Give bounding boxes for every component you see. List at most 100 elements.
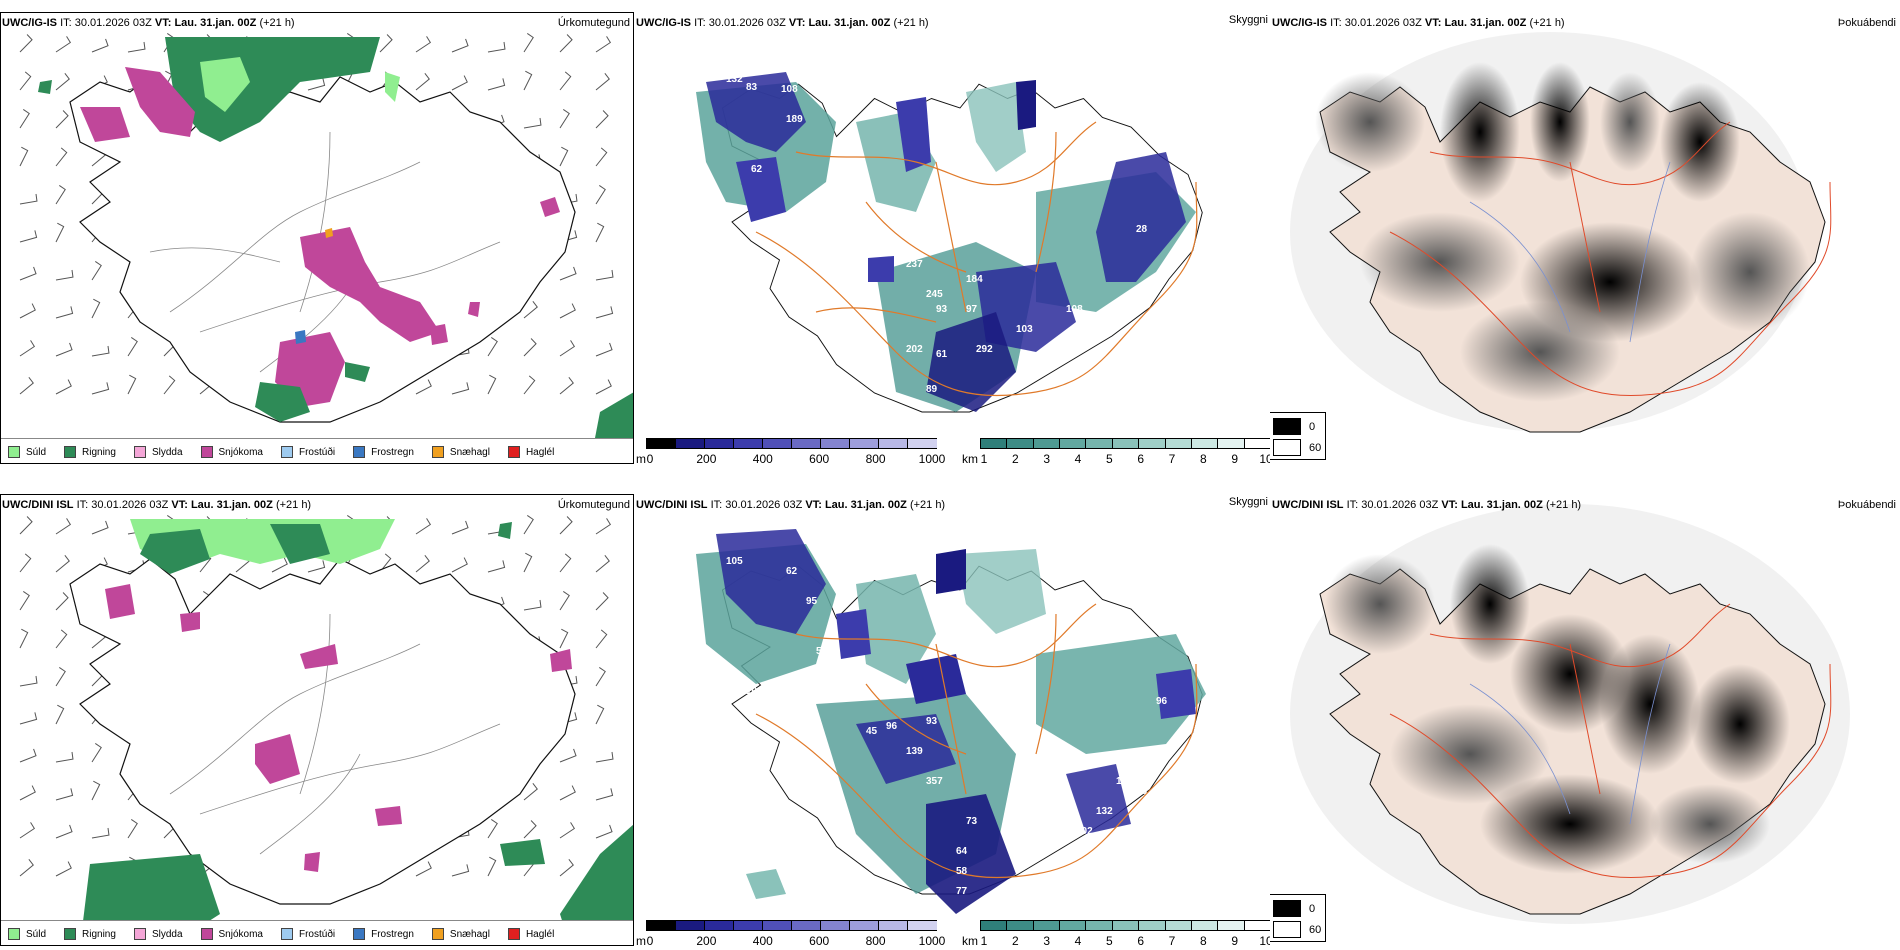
colorbar-tick-label: 1000 <box>918 452 946 464</box>
colorbar-segment <box>1217 920 1245 931</box>
precip-legend-label: Slydda <box>151 446 183 458</box>
precip-legend-item: Frostregn <box>353 446 414 458</box>
visibility-colorbar: km 1 2 3 4 5 6 7 8 9 10 <box>962 920 1270 946</box>
ceiling-value-label: 103 <box>1016 324 1033 335</box>
wind-barb <box>55 185 66 205</box>
colorbar-segment <box>907 438 937 449</box>
ceiling-unit: m <box>636 934 646 946</box>
ceiling-value-label: 93 <box>936 304 948 315</box>
precip-legend-item: Rigning <box>64 928 116 940</box>
visibility-title: Skyggni <box>1228 496 1268 508</box>
colorbar-segment <box>878 438 908 449</box>
colorbar-segment <box>980 438 1008 449</box>
wind-barb <box>487 819 498 839</box>
precip-legend-label: Rigning <box>82 446 116 458</box>
wind-barb <box>379 34 393 53</box>
ceiling-value-label: 88 <box>1106 319 1118 330</box>
wind-barb <box>595 629 608 649</box>
wind-barb <box>55 342 73 357</box>
ceiling-value-label: 132 <box>1096 806 1113 817</box>
it-value: 30.01.2026 03Z <box>725 499 803 511</box>
wind-barb <box>523 33 534 53</box>
precip-legend-item: Frostúði <box>280 928 335 940</box>
precip-legend-item: Snæhagl <box>431 446 490 458</box>
it-label: IT: <box>710 499 723 511</box>
wind-barb <box>19 266 37 281</box>
precip-legend-swatch <box>200 446 213 458</box>
it-value: 30.01.2026 03Z <box>74 17 152 29</box>
wind-barb <box>19 230 38 243</box>
ceiling-value-label: 97 <box>886 209 898 220</box>
wind-barb <box>55 861 72 877</box>
ceiling-value-label: 83 <box>746 82 758 93</box>
fog-shading <box>1325 544 1790 874</box>
ceiling-value-label: 202 <box>906 344 923 355</box>
fog-index-panel-2: UWC/DINI ISL IT: 30.01.2026 03Z VT: Lau.… <box>1270 494 1900 946</box>
wind-barb <box>487 337 498 357</box>
wind-barb <box>127 41 146 53</box>
wind-barb <box>55 788 74 801</box>
ceiling-value-label: 62 <box>751 164 763 175</box>
lead-time: (+21 h) <box>1529 17 1565 29</box>
wind-barb <box>19 340 36 357</box>
wind-barb <box>19 109 30 129</box>
ceiling-areas <box>716 529 1196 914</box>
interior-lines <box>149 131 501 373</box>
it-label: IT: <box>694 17 706 29</box>
colorbar-segment <box>733 438 763 449</box>
precip-legend-item: Slydda <box>133 446 183 458</box>
lead-time: (+21 h) <box>259 17 295 29</box>
visibility-title: Skyggni <box>1228 14 1268 26</box>
wind-barb <box>415 555 430 573</box>
vt-value: Lau. 31.jan. 00Z <box>1460 499 1543 511</box>
it-value: 30.01.2026 03Z <box>1344 17 1422 29</box>
wind-barb <box>55 629 68 649</box>
colorbar-segment <box>1111 920 1140 931</box>
colorbar-tick-label: 10 <box>1259 934 1270 946</box>
wind-barb <box>55 147 68 167</box>
wind-barb <box>559 34 573 53</box>
colorbar-segment <box>1085 438 1113 449</box>
ceiling-colorbar: m 0 200 400 600 800 1000 <box>636 920 946 946</box>
road-network <box>1389 121 1832 397</box>
colorbar-segment <box>791 438 821 449</box>
colorbar-tick-label: 1 <box>980 934 988 946</box>
ceiling-value-label: 62 <box>786 566 798 577</box>
wind-barb <box>91 382 110 395</box>
ceiling-value-label: 245 <box>926 289 943 300</box>
ceiling-value-labels: 105 62 95 59 102 45 96 93 139 357 73 64 58 77 96 178 132… <box>726 556 1168 897</box>
visibility-colorbar: km 1 2 3 4 5 6 7 8 9 10 <box>962 438 1270 464</box>
precip-type-legend: Súld Rigning Slydda Snjókoma Frostúði Frostre… <box>0 920 634 946</box>
wind-barb <box>163 375 176 395</box>
colorbar-segment <box>1164 920 1192 931</box>
visibility-unit: km <box>962 934 978 946</box>
wind-barb <box>19 71 32 91</box>
wind-barb <box>55 555 70 573</box>
header-4: UWC/DINI ISL IT: 30.01.2026 03Z VT: Lau.… <box>2 499 311 511</box>
wind-barb <box>595 379 612 395</box>
ceiling-value-label: 292 <box>976 344 993 355</box>
colorbar-tick-label: 7 <box>1168 934 1176 946</box>
wind-barb <box>55 824 73 839</box>
wind-barb <box>55 222 65 243</box>
fog-legend-dark-swatch <box>1273 418 1301 435</box>
colorbar-segment <box>1085 920 1113 931</box>
wind-barb <box>595 751 614 763</box>
colorbar-segment <box>907 920 937 931</box>
colorbar-tick-label: 8 <box>1199 934 1207 946</box>
wind-barb <box>559 859 574 877</box>
precip-legend-swatch <box>507 928 520 940</box>
colorbar-tick-label: 800 <box>865 934 886 946</box>
wind-barb <box>91 298 101 319</box>
wind-barb <box>91 827 110 839</box>
wind-barb <box>559 109 570 129</box>
precip-legend-item: Frostregn <box>353 928 414 940</box>
ceiling-value-label: 139 <box>906 746 923 757</box>
precip-type-title: Úrkomutegund <box>557 17 630 29</box>
colorbar-tick-label: 400 <box>752 934 773 946</box>
vt-label: VT: <box>1441 499 1458 511</box>
colorbar-segment <box>1032 438 1061 449</box>
wind-barb <box>559 340 576 357</box>
precip-legend-label: Rigning <box>82 928 116 940</box>
